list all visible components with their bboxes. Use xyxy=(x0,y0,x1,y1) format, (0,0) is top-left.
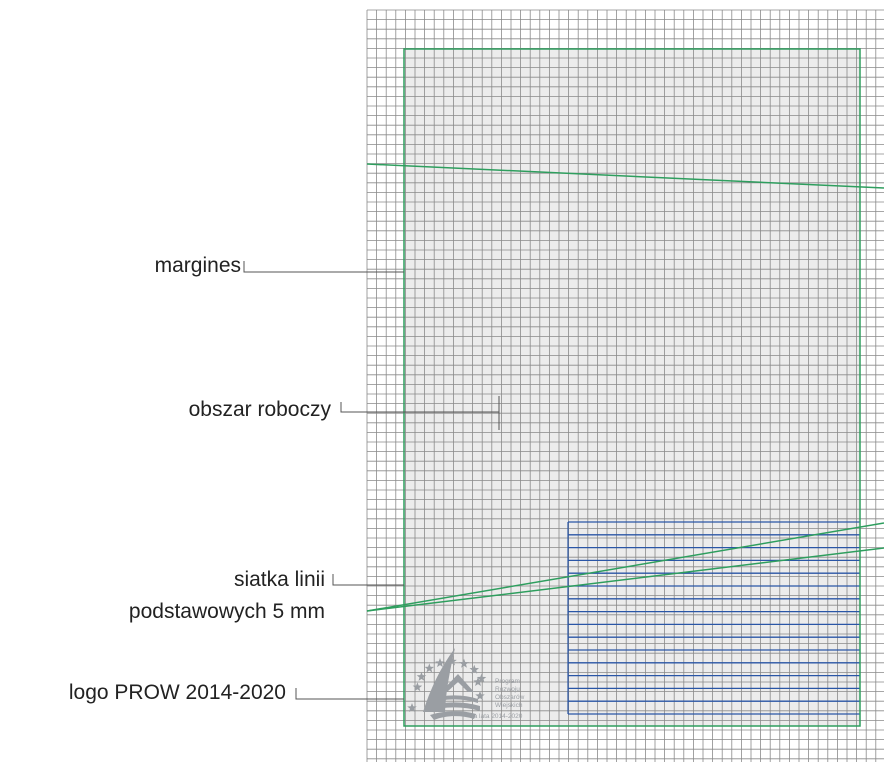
guide-line-bottom-a xyxy=(366,522,884,612)
logo-roof xyxy=(441,674,474,692)
logo-field-2 xyxy=(426,702,480,712)
work-area xyxy=(404,49,860,726)
label-baseline-grid-line-2: podstawowych 5 mm xyxy=(129,600,325,623)
leader-baseline-grid xyxy=(332,574,404,586)
logo-star-icon xyxy=(469,664,480,674)
logo-star-icon xyxy=(459,658,469,668)
label-work-area: obszar roboczy xyxy=(189,398,332,421)
logo-text-5: na lata 2014-2020 xyxy=(470,713,523,720)
logo-star-icon xyxy=(424,663,435,673)
label-margin: margines xyxy=(155,254,241,277)
label-baseline-grid-line-1: siatka linii xyxy=(234,568,325,591)
logo-star-icon xyxy=(416,671,427,681)
logo-text-3: Obszarów xyxy=(495,694,525,701)
logo-field-1 xyxy=(428,695,478,704)
leader-logo xyxy=(295,688,404,700)
leader-margin xyxy=(243,261,404,273)
logo-star-icon xyxy=(473,677,483,687)
leader-lines xyxy=(243,261,500,700)
guide-lines xyxy=(366,163,884,612)
logo-star-icon xyxy=(476,673,487,683)
guide-line-top xyxy=(366,163,884,189)
label-logo: logo PROW 2014-2020 xyxy=(69,681,286,704)
guide-line-bottom-b xyxy=(366,547,884,612)
logo-text-1: Program xyxy=(495,678,520,685)
logo-field-3 xyxy=(430,711,476,720)
logo-text-2: Rozwoju xyxy=(495,686,520,693)
prow-logo-icon: Program Rozwoju Obszarów Wiejskich na la… xyxy=(407,648,525,720)
logo-star-icon xyxy=(412,682,423,692)
margin-frame xyxy=(403,48,861,727)
logo-star-icon xyxy=(407,703,417,713)
logo-text-4: Wiejskich xyxy=(495,702,523,709)
leader-work-area xyxy=(340,402,499,413)
logo-star-icon xyxy=(475,691,485,701)
logo-star-icon xyxy=(435,658,445,668)
baseline-grid xyxy=(567,521,860,715)
logo-wheat xyxy=(423,648,455,712)
